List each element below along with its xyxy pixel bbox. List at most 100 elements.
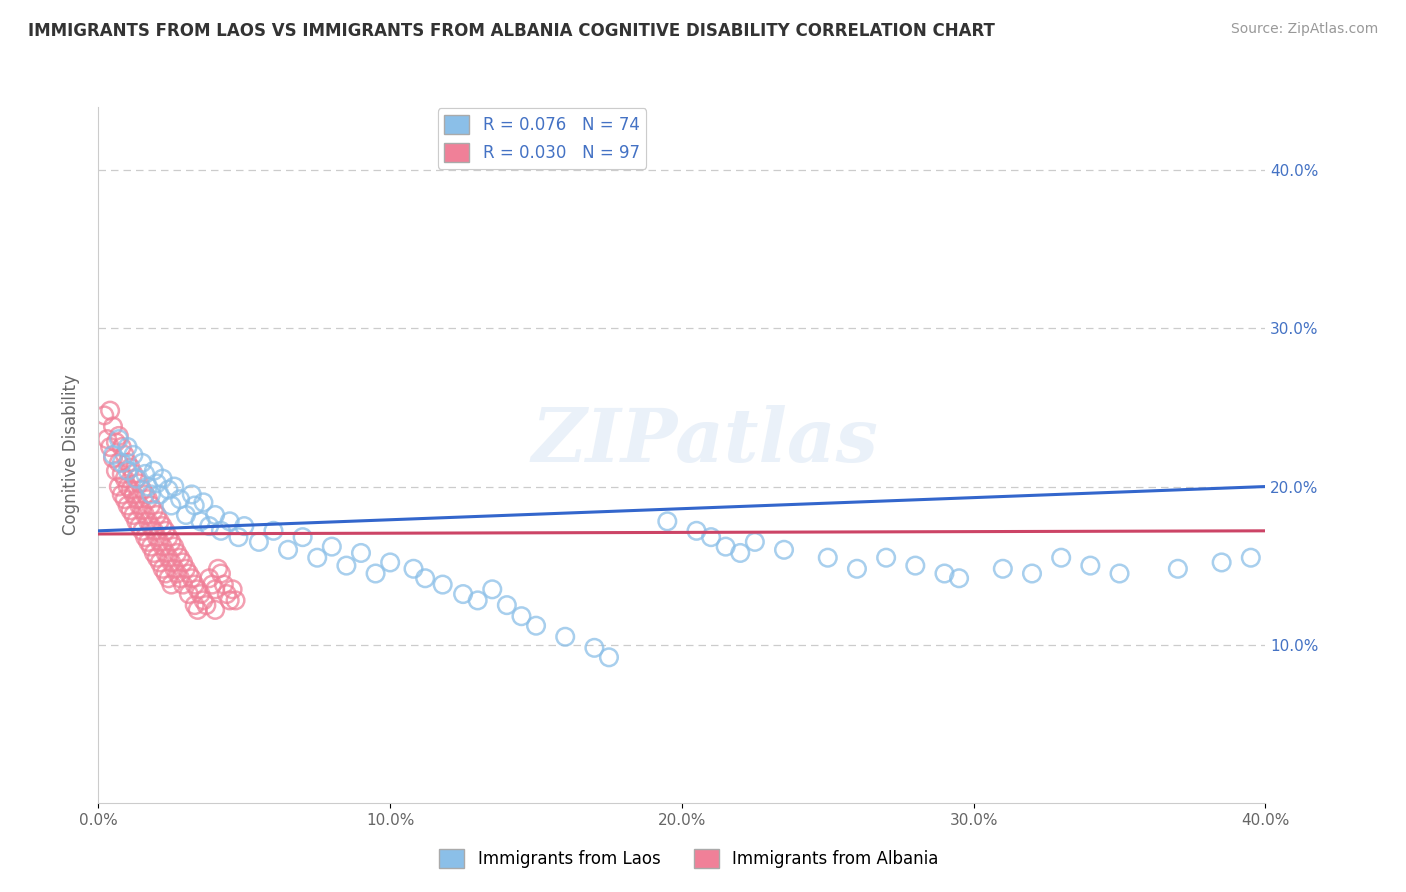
Point	[149, 514, 172, 528]
Point	[1050, 550, 1073, 565]
Point	[125, 514, 148, 528]
Point	[218, 593, 240, 607]
Point	[139, 519, 162, 533]
Point	[160, 556, 183, 570]
Point	[125, 472, 148, 486]
Point	[744, 534, 766, 549]
Point	[152, 562, 174, 576]
Point	[155, 524, 177, 538]
Point	[114, 492, 136, 507]
Point	[350, 546, 373, 560]
Point	[467, 593, 489, 607]
Point	[128, 499, 150, 513]
Point	[166, 546, 188, 560]
Point	[183, 598, 205, 612]
Point	[948, 571, 970, 585]
Point	[136, 534, 159, 549]
Point	[108, 432, 131, 446]
Point	[177, 587, 200, 601]
Point	[134, 530, 156, 544]
Point	[139, 487, 162, 501]
Point	[146, 508, 169, 522]
Point	[657, 514, 679, 528]
Point	[134, 467, 156, 481]
Point	[114, 472, 136, 486]
Point	[108, 429, 131, 443]
Point	[1021, 566, 1043, 581]
Point	[120, 460, 142, 475]
Point	[122, 448, 145, 462]
Point	[335, 558, 357, 573]
Point	[117, 464, 139, 478]
Point	[991, 562, 1014, 576]
Point	[204, 582, 226, 597]
Point	[134, 508, 156, 522]
Point	[402, 562, 425, 576]
Point	[131, 456, 153, 470]
Point	[174, 508, 197, 522]
Point	[209, 566, 232, 581]
Point	[187, 603, 209, 617]
Point	[125, 492, 148, 507]
Point	[875, 550, 897, 565]
Point	[183, 499, 205, 513]
Point	[101, 419, 124, 434]
Point	[108, 456, 131, 470]
Point	[149, 534, 172, 549]
Point	[117, 440, 139, 454]
Point	[201, 577, 224, 591]
Point	[193, 495, 215, 509]
Text: IMMIGRANTS FROM LAOS VS IMMIGRANTS FROM ALBANIA COGNITIVE DISABILITY CORRELATION: IMMIGRANTS FROM LAOS VS IMMIGRANTS FROM …	[28, 22, 995, 40]
Point	[277, 542, 299, 557]
Point	[190, 514, 212, 528]
Point	[155, 546, 177, 560]
Point	[262, 524, 284, 538]
Y-axis label: Cognitive Disability: Cognitive Disability	[62, 375, 80, 535]
Point	[163, 479, 186, 493]
Point	[198, 519, 221, 533]
Point	[215, 587, 238, 601]
Point	[146, 476, 169, 491]
Point	[128, 476, 150, 491]
Point	[122, 508, 145, 522]
Point	[117, 479, 139, 493]
Point	[204, 603, 226, 617]
Point	[152, 519, 174, 533]
Point	[221, 582, 243, 597]
Point	[307, 550, 329, 565]
Point	[364, 566, 387, 581]
Point	[904, 558, 927, 573]
Point	[111, 487, 134, 501]
Point	[1080, 558, 1102, 573]
Point	[108, 479, 131, 493]
Point	[212, 577, 235, 591]
Point	[432, 577, 454, 591]
Point	[207, 562, 229, 576]
Point	[160, 577, 183, 591]
Point	[728, 546, 751, 560]
Point	[120, 483, 142, 497]
Point	[233, 519, 256, 533]
Point	[481, 582, 503, 597]
Point	[174, 562, 197, 576]
Point	[218, 514, 240, 528]
Point	[136, 492, 159, 507]
Text: Source: ZipAtlas.com: Source: ZipAtlas.com	[1230, 22, 1378, 37]
Point	[98, 403, 121, 417]
Point	[495, 598, 517, 612]
Point	[166, 566, 188, 581]
Point	[131, 483, 153, 497]
Point	[142, 546, 165, 560]
Point	[247, 534, 270, 549]
Point	[120, 503, 142, 517]
Point	[111, 456, 134, 470]
Point	[160, 499, 183, 513]
Point	[451, 587, 474, 601]
Point	[583, 640, 606, 655]
Point	[149, 556, 172, 570]
Point	[187, 582, 209, 597]
Point	[128, 519, 150, 533]
Point	[152, 472, 174, 486]
Point	[136, 479, 159, 493]
Point	[685, 524, 707, 538]
